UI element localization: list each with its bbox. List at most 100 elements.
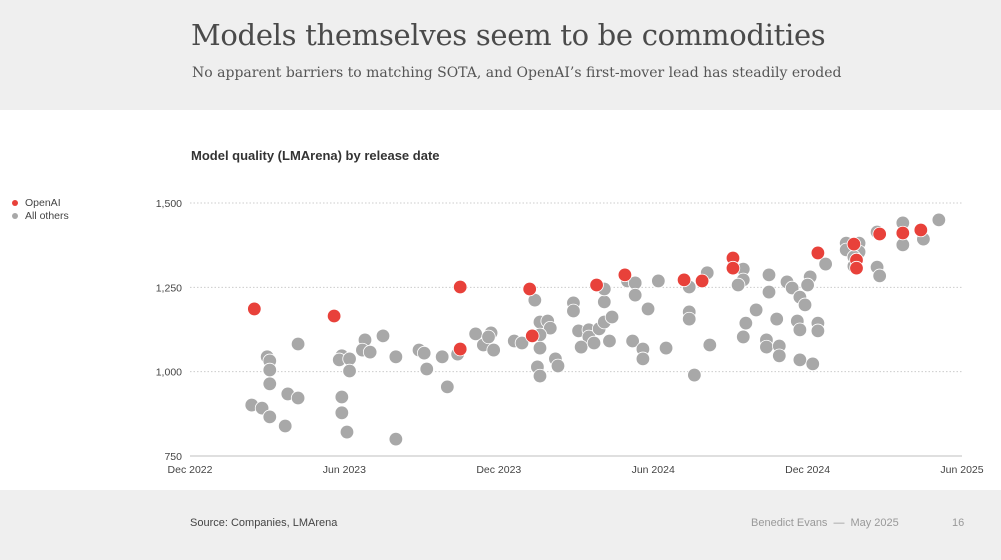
other-model-point bbox=[738, 315, 754, 331]
x-tick-label: Dec 2022 bbox=[168, 464, 213, 476]
author: Benedict Evans bbox=[751, 517, 828, 529]
other-model-point bbox=[388, 349, 404, 365]
other-model-point bbox=[262, 376, 277, 392]
other-model-point bbox=[597, 294, 612, 310]
other-model-point bbox=[651, 273, 666, 289]
openai-point bbox=[676, 272, 692, 288]
legend-label: OpenAI bbox=[25, 196, 61, 209]
author-date: Benedict Evans — May 2025 bbox=[751, 517, 899, 529]
page-title: Models themselves seem to be commodities bbox=[191, 18, 826, 52]
other-model-point bbox=[362, 344, 378, 360]
other-model-point bbox=[262, 362, 277, 378]
openai-point bbox=[913, 222, 929, 238]
other-model-point bbox=[687, 367, 702, 383]
other-model-point bbox=[658, 340, 674, 356]
chart-title: Model quality (LMArena) by release date bbox=[191, 148, 440, 163]
x-tick-label: Jun 2024 bbox=[632, 464, 675, 476]
other-model-point bbox=[772, 348, 787, 364]
y-tick-label: 1,500 bbox=[156, 198, 182, 210]
other-model-point bbox=[334, 405, 350, 421]
openai-point bbox=[617, 267, 633, 283]
openai-point bbox=[872, 226, 887, 242]
y-tick-label: 1,250 bbox=[156, 282, 182, 294]
other-model-point bbox=[931, 212, 947, 228]
other-model-point bbox=[818, 256, 833, 272]
other-model-point bbox=[702, 337, 718, 353]
other-model-point bbox=[514, 335, 530, 351]
other-model-point bbox=[278, 418, 293, 434]
other-model-point bbox=[797, 297, 813, 313]
other-model-point bbox=[416, 345, 432, 361]
other-model-point bbox=[625, 333, 640, 349]
openai-point bbox=[694, 273, 710, 289]
other-model-point bbox=[604, 309, 620, 325]
other-model-point bbox=[810, 323, 826, 339]
other-model-point bbox=[434, 349, 450, 365]
other-model-point bbox=[602, 333, 617, 349]
other-model-point bbox=[872, 268, 887, 284]
other-model-point bbox=[532, 340, 548, 356]
other-model-point bbox=[566, 303, 581, 319]
x-tick-label: Dec 2023 bbox=[476, 464, 521, 476]
separator: — bbox=[833, 517, 845, 529]
legend-dot-openai bbox=[12, 199, 18, 206]
page-subtitle: No apparent barriers to matching SOTA, a… bbox=[192, 65, 842, 81]
other-model-point bbox=[627, 287, 643, 303]
source-note: Source: Companies, LMArena bbox=[190, 517, 338, 529]
other-model-point bbox=[419, 361, 434, 377]
other-model-point bbox=[262, 409, 277, 425]
openai-point bbox=[810, 245, 826, 261]
openai-point bbox=[525, 328, 540, 344]
openai-point bbox=[326, 308, 342, 324]
other-model-point bbox=[682, 311, 697, 327]
other-model-point bbox=[290, 336, 306, 352]
other-model-point bbox=[805, 356, 820, 372]
other-model-point bbox=[736, 329, 751, 345]
other-model-point bbox=[388, 431, 404, 447]
legend-label: All others bbox=[25, 209, 69, 222]
other-model-point bbox=[543, 320, 558, 336]
other-model-point bbox=[290, 390, 306, 406]
openai-point bbox=[849, 260, 864, 276]
legend-dot-others bbox=[12, 212, 18, 219]
other-model-point bbox=[342, 363, 357, 379]
y-tick-label: 1,000 bbox=[156, 367, 182, 379]
other-model-point bbox=[440, 379, 455, 395]
other-model-point bbox=[761, 284, 777, 300]
other-model-point bbox=[375, 328, 391, 344]
openai-point bbox=[522, 281, 537, 297]
other-model-point bbox=[481, 329, 496, 345]
other-model-point bbox=[800, 277, 815, 293]
openai-point bbox=[725, 260, 741, 276]
openai-point bbox=[247, 301, 262, 317]
x-tick-label: Dec 2024 bbox=[785, 464, 830, 476]
other-model-point bbox=[640, 301, 656, 317]
other-model-point bbox=[342, 351, 357, 367]
other-model-point bbox=[761, 267, 777, 283]
date: May 2025 bbox=[850, 517, 899, 529]
other-model-point bbox=[792, 322, 808, 338]
other-model-point bbox=[334, 389, 350, 405]
legend-item-others: All others bbox=[12, 209, 69, 222]
page-number: 16 bbox=[952, 517, 965, 529]
header-band: Models themselves seem to be commodities… bbox=[0, 0, 1001, 110]
other-model-point bbox=[769, 311, 784, 327]
other-model-point bbox=[730, 277, 746, 293]
other-model-point bbox=[339, 424, 355, 440]
openai-point bbox=[453, 341, 468, 357]
footer-band: Source: Companies, LMArena Benedict Evan… bbox=[0, 490, 1001, 560]
other-model-point bbox=[792, 352, 808, 368]
y-tick-label: 750 bbox=[164, 451, 182, 463]
other-model-point bbox=[532, 368, 548, 384]
openai-point bbox=[453, 279, 468, 295]
other-model-point bbox=[573, 339, 589, 355]
openai-point bbox=[846, 236, 862, 252]
legend: OpenAI All others bbox=[12, 196, 69, 222]
legend-item-openai: OpenAI bbox=[12, 196, 69, 209]
other-model-point bbox=[748, 302, 764, 318]
openai-point bbox=[589, 277, 604, 293]
other-model-point bbox=[759, 339, 774, 355]
other-model-point bbox=[486, 342, 501, 358]
x-tick-label: Jun 2023 bbox=[323, 464, 366, 476]
